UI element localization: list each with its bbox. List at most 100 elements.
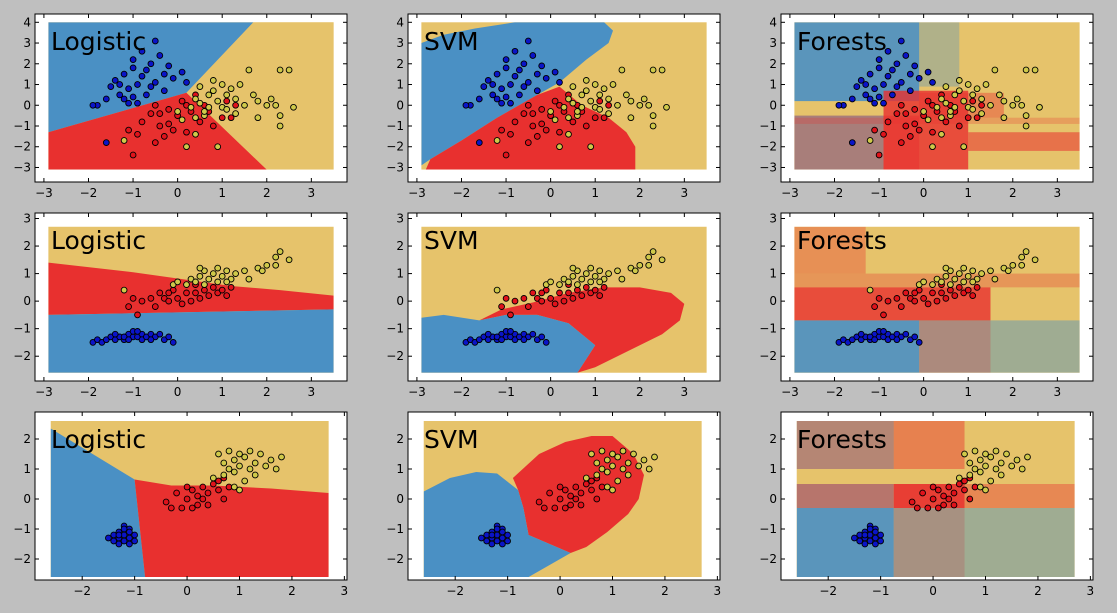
region-shapes [48,262,334,373]
scatter-points [462,248,666,346]
point-yellow [614,267,621,275]
subplot-title: Logistic [51,226,146,255]
point-yellow [556,281,563,288]
point-yellow [1022,112,1030,119]
point-red [588,486,595,494]
point-yellow [591,272,599,280]
point-yellow [236,462,243,470]
point-red [875,151,883,159]
point-red [169,126,177,134]
y-tick-label: −1 [13,322,31,336]
point-yellow [649,66,657,74]
point-red [911,289,919,297]
y-tick-label: 4 [23,15,31,29]
point-red [588,477,595,485]
point-blue [893,60,901,68]
point-yellow [215,450,222,458]
point-blue [848,95,856,103]
point-blue [872,528,879,536]
point-yellow [225,465,233,473]
point-yellow [209,87,217,95]
point-yellow [565,114,572,122]
point-yellow [225,447,233,455]
subplot-title: Forests [797,425,887,454]
point-yellow [174,278,181,286]
point-blue [129,56,137,63]
y-tick-label: −2 [759,349,777,363]
point-red [160,133,168,140]
point-blue [478,534,485,542]
point-yellow [636,101,644,109]
point-red [507,130,514,138]
y-tick-label: 0 [23,98,31,112]
point-blue [484,330,492,338]
region-blue-block [919,22,960,87]
point-yellow [196,83,204,90]
y-tick-label: 3 [396,36,404,50]
point-blue [483,537,491,545]
point-red [933,297,941,305]
point-yellow [942,272,950,280]
point-yellow [214,143,222,151]
y-tick-label: −1 [386,522,404,536]
point-yellow [645,261,653,269]
point-blue [872,540,879,548]
point-yellow [1013,95,1021,103]
point-red [572,495,580,503]
y-tick-label: −1 [386,119,404,133]
point-blue [134,328,141,335]
subplot-title: SVM [424,425,479,454]
point-yellow [955,87,963,95]
point-red [196,118,204,126]
y-tick-label: 3 [23,36,31,50]
point-yellow [582,474,590,482]
x-tick-label: 2 [636,186,644,200]
x-tick-label: 1 [591,186,599,200]
region-red-block [794,287,991,321]
point-yellow [582,77,590,84]
point-blue [165,62,173,70]
point-red [893,295,901,302]
point-red [232,101,239,109]
point-red [529,110,537,117]
point-blue [857,330,865,338]
point-red [884,118,892,126]
point-yellow [640,456,648,464]
x-tick-label: 3 [681,385,689,399]
point-red [897,101,905,109]
point-blue [169,339,177,346]
scatter-points [462,37,670,159]
x-tick-label: −1 [499,584,517,598]
region-blue [48,309,334,373]
point-yellow [920,278,927,286]
point-yellow [964,81,972,88]
point-yellow [598,447,606,455]
point-yellow [587,264,595,272]
point-yellow [960,264,968,272]
point-blue [551,68,559,76]
y-tick-label: −2 [13,349,31,363]
point-yellow [232,270,239,277]
x-tick-label: 2 [661,584,669,598]
y-tick-label: −1 [386,322,404,336]
point-red [524,101,532,109]
point-red [134,130,141,138]
point-blue [107,83,115,90]
subplot-logistic-3: −2 −1 0 1 2 3 −2 −1 0 1 2 Logistic [13,411,348,598]
point-red [223,292,231,299]
y-tick-label: −2 [13,552,31,566]
y-tick-label: 1 [396,78,404,92]
point-red [911,106,919,113]
x-tick-label: 2 [1009,186,1017,200]
region-red [48,262,334,315]
point-blue [524,37,532,45]
point-yellow [574,108,581,115]
axes-frame [34,212,348,382]
point-blue [489,81,497,88]
point-yellow [587,143,595,151]
point-blue [480,83,488,90]
scatter-points [851,447,1031,548]
point-yellow [220,471,228,479]
x-tick-label: 1 [218,385,226,399]
point-yellow [960,97,968,105]
